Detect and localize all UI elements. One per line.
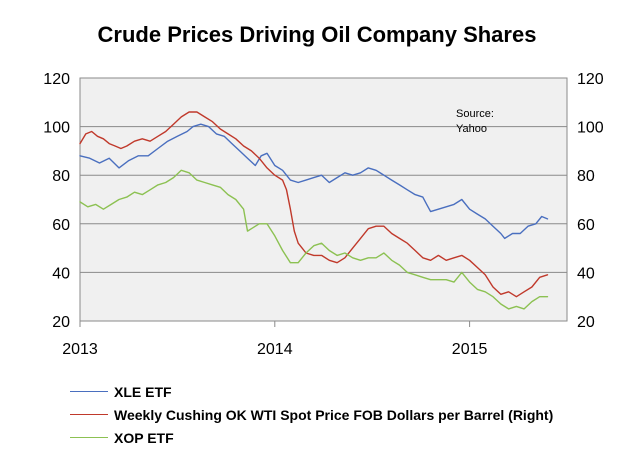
series-line-wti xyxy=(79,111,549,298)
x-tick-label: 2015 xyxy=(452,341,488,358)
series-line-xle xyxy=(79,123,549,240)
y-left-tick-label: 40 xyxy=(52,265,70,282)
axis-labels: 120 100 80 60 40 20 120 100 80 60 40 20 2013 2014 2015 xyxy=(43,71,604,358)
legend-swatch-xop xyxy=(70,437,108,438)
y-left-tick-label: 20 xyxy=(52,314,70,331)
legend-swatch-wti xyxy=(70,414,108,415)
y-right-tick-label: 20 xyxy=(577,314,595,331)
y-left-tick-label: 100 xyxy=(43,120,70,137)
legend-label-xle: XLE ETF xyxy=(114,383,172,400)
y-left-tick-label: 60 xyxy=(52,217,70,234)
series-layer xyxy=(79,111,549,310)
x-tick-label: 2014 xyxy=(257,341,293,358)
y-left-tick-label: 80 xyxy=(52,168,70,185)
legend-label-wti: Weekly Cushing OK WTI Spot Price FOB Dol… xyxy=(114,406,554,423)
y-right-tick-label: 40 xyxy=(577,265,595,282)
grid-lines xyxy=(80,126,567,273)
legend-item-wti: Weekly Cushing OK WTI Spot Price FOB Dol… xyxy=(70,403,553,426)
plot-area xyxy=(79,77,568,322)
y-right-tick-label: 60 xyxy=(577,217,595,234)
y-right-tick-label: 80 xyxy=(577,168,595,185)
y-right-tick-label: 100 xyxy=(577,120,604,137)
x-tick-label: 2013 xyxy=(62,341,98,358)
legend-swatch-xle xyxy=(70,391,108,392)
legend-item-xle: XLE ETF xyxy=(70,380,553,403)
source-annotation-line2: Yahoo xyxy=(456,123,487,135)
legend: XLE ETF Weekly Cushing OK WTI Spot Price… xyxy=(70,380,553,449)
source-annotation-line1: Source: xyxy=(456,108,494,120)
y-right-tick-label: 120 xyxy=(577,71,604,88)
chart-title: Crude Prices Driving Oil Company Shares xyxy=(97,22,537,47)
y-left-tick-label: 120 xyxy=(43,71,70,88)
series-line-xop xyxy=(79,169,549,310)
legend-item-xop: XOP ETF xyxy=(70,426,553,449)
legend-label-xop: XOP ETF xyxy=(114,429,174,446)
